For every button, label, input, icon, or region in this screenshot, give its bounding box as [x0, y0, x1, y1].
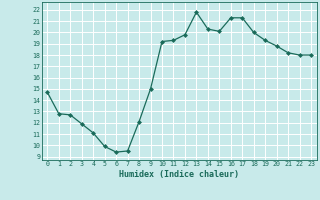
X-axis label: Humidex (Indice chaleur): Humidex (Indice chaleur)	[119, 170, 239, 179]
